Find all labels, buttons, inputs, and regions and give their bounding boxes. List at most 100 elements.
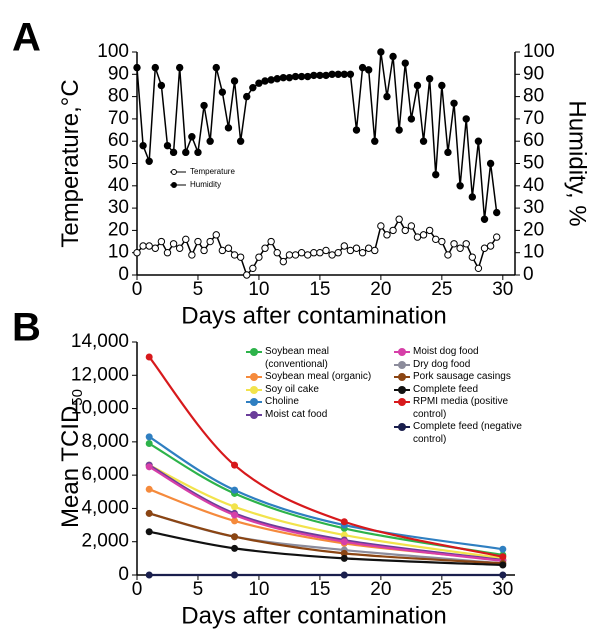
point: [218, 246, 227, 255]
point: [273, 249, 281, 257]
y2-tick-label: 10: [523, 242, 544, 263]
point: [151, 244, 159, 252]
series-line: [148, 435, 503, 551]
point: [383, 231, 391, 239]
legend-item: Moist dog food: [394, 346, 534, 359]
point: [328, 70, 336, 79]
legend-item: Moist cat food: [246, 409, 386, 422]
point: [340, 554, 348, 562]
point: [200, 101, 208, 110]
point: [407, 222, 416, 230]
point: [291, 72, 300, 81]
point: [419, 137, 428, 145]
y-tick-label: 60: [108, 130, 129, 151]
point: [145, 463, 153, 471]
legend-label: Temperature: [190, 167, 235, 176]
legend-label: Moist dog food: [413, 346, 479, 357]
point: [438, 237, 446, 246]
point: [297, 72, 306, 81]
legend-marker: [246, 396, 262, 408]
series-line: [148, 465, 503, 562]
point: [340, 518, 348, 526]
x-tick-label: 25: [431, 279, 452, 300]
point: [340, 242, 348, 250]
point: [334, 249, 342, 257]
y-tick-label: 2,000: [81, 531, 129, 552]
point: [493, 233, 501, 241]
point: [340, 531, 348, 539]
point: [340, 571, 348, 579]
point: [377, 48, 385, 56]
point: [188, 251, 196, 259]
y-tick-label: 30: [108, 197, 129, 218]
y-tick-label: 4,000: [81, 497, 129, 518]
y-tick-label: 10,000: [71, 398, 129, 419]
point: [456, 244, 464, 252]
point: [231, 511, 239, 519]
point: [297, 249, 306, 257]
point: [200, 246, 208, 255]
point: [267, 76, 275, 84]
legend-label: Complete feed (negative control): [413, 421, 522, 445]
y2-tick-label: 50: [523, 153, 544, 174]
point: [444, 148, 452, 157]
point: [145, 485, 153, 493]
point: [231, 571, 239, 579]
point: [346, 246, 355, 255]
legend-item: Complete feed: [394, 384, 534, 397]
point: [340, 70, 348, 79]
point: [419, 231, 428, 239]
point: [364, 66, 373, 74]
legend-label: RPMI media (positive control): [413, 396, 509, 420]
point: [413, 233, 422, 241]
point: [212, 63, 220, 72]
legend-label: Dry dog food: [413, 358, 471, 370]
legend-marker: [394, 396, 410, 408]
series-line: [148, 530, 503, 567]
point: [450, 240, 458, 248]
point: [231, 533, 239, 541]
series-line: [148, 512, 503, 565]
point: [432, 235, 440, 244]
point: [499, 553, 507, 561]
legend-label: Choline: [265, 396, 299, 407]
y-tick-label: 80: [108, 86, 129, 107]
y-axis-label-text: Temperature,°C: [57, 79, 84, 247]
point: [255, 79, 263, 87]
point: [346, 70, 355, 79]
point: [389, 52, 397, 61]
point: [401, 59, 409, 67]
point: [316, 249, 324, 257]
point: [139, 242, 147, 250]
point: [499, 561, 507, 569]
y-tick-label: 40: [108, 175, 129, 196]
point: [157, 81, 166, 90]
point: [145, 242, 153, 250]
y-tick-label: 50: [108, 153, 129, 174]
point: [413, 81, 422, 90]
point: [145, 440, 153, 448]
point: [316, 71, 324, 80]
point: [425, 226, 434, 235]
point: [462, 115, 470, 123]
legend-label: Pork sausage casings: [413, 371, 511, 382]
point: [450, 99, 458, 107]
legend-item: Choline: [246, 396, 386, 409]
point: [444, 251, 452, 259]
legend-item: Soybean meal (organic): [246, 371, 386, 384]
point: [231, 544, 239, 552]
point: [182, 235, 190, 244]
x-axis-label: Days after contamination: [181, 302, 446, 329]
point: [395, 126, 403, 134]
y2-tick-label: 30: [523, 197, 544, 218]
point: [145, 528, 153, 536]
y2-tick-label: 100: [523, 41, 555, 62]
legend-label: Humidity: [190, 180, 221, 189]
point: [480, 215, 489, 223]
point: [401, 226, 409, 235]
x-tick-label: 25: [431, 579, 452, 600]
panel-label: B: [12, 306, 41, 350]
y2-axis-label: Humidity, %: [564, 100, 591, 226]
point: [486, 159, 495, 168]
